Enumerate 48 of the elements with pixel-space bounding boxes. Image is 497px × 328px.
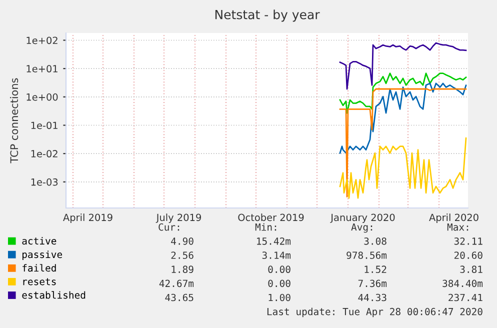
text: 7.36m bbox=[358, 280, 387, 288]
text: Avg: bbox=[351, 223, 372, 233]
x-tick-label: January 2020 bbox=[330, 214, 395, 223]
text: 0.00 bbox=[268, 280, 290, 288]
text: 978.56m bbox=[346, 252, 387, 259]
y-tick-label: 1e-01 bbox=[31, 122, 58, 130]
text: 1.89 bbox=[172, 266, 194, 274]
text: 0.00 bbox=[268, 266, 290, 274]
text: 4.90 bbox=[171, 237, 194, 245]
y-tick-label: 1e-02 bbox=[31, 150, 58, 158]
text: 32.11 bbox=[454, 237, 482, 245]
y-tick-label: 1e-03 bbox=[31, 178, 58, 186]
y-axis-title: TCP connections bbox=[10, 78, 18, 164]
line-series bbox=[339, 137, 467, 199]
text: Cur: bbox=[158, 223, 180, 231]
text: 2.56 bbox=[171, 252, 194, 259]
text: 20.60 bbox=[454, 252, 482, 259]
text: 3.14m bbox=[262, 252, 291, 259]
legend-label: active bbox=[22, 237, 56, 245]
text: 44.33 bbox=[358, 294, 386, 302]
line-series bbox=[339, 42, 467, 90]
text: 384.40m bbox=[442, 280, 483, 288]
legend-label: established bbox=[22, 291, 86, 299]
text: 15.42m bbox=[257, 237, 291, 245]
text: Min: bbox=[255, 223, 276, 231]
text: 42.67m bbox=[159, 280, 194, 288]
line-series bbox=[339, 88, 467, 198]
chart-title: Netstat - by year bbox=[215, 10, 320, 22]
legend-label: failed bbox=[22, 264, 56, 272]
text: 1.52 bbox=[364, 266, 386, 274]
legend-label: resets bbox=[23, 278, 56, 286]
line-series bbox=[339, 82, 467, 154]
x-tick-label: July 2019 bbox=[156, 214, 201, 223]
text: Last update: Tue Apr 28 00:06:47 2020 bbox=[267, 308, 482, 318]
text: 237.41 bbox=[448, 294, 482, 302]
text: Max: bbox=[447, 224, 468, 231]
text: 3.08 bbox=[364, 237, 386, 245]
x-tick-label: April 2019 bbox=[63, 214, 112, 223]
y-tick-label: 1e+02 bbox=[26, 36, 58, 44]
text: 3.81 bbox=[460, 266, 482, 274]
x-tick-label: October 2019 bbox=[238, 214, 304, 222]
text: 1.00 bbox=[268, 294, 290, 302]
x-tick-label: April 2020 bbox=[429, 214, 478, 223]
text: 43.65 bbox=[165, 294, 194, 302]
y-tick-label: 1e+00 bbox=[26, 93, 58, 101]
legend-label: passive bbox=[22, 250, 62, 260]
line-series bbox=[339, 72, 467, 114]
y-tick-label: 1e+01 bbox=[26, 65, 58, 72]
